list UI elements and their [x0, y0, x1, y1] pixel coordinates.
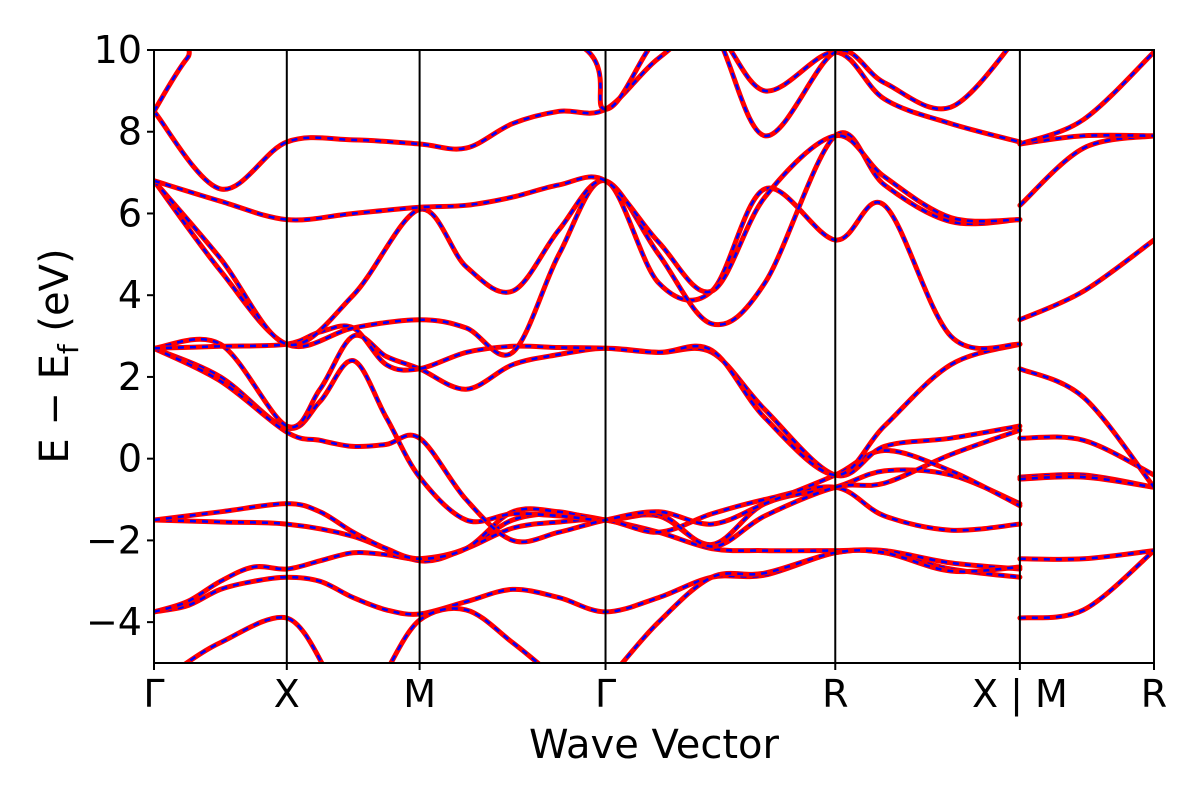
- band-line-dashed-11-0: [154, 50, 1021, 191]
- band-line-dashed-9-1: [1019, 51, 1154, 146]
- band-line-9-1: [1017, 50, 1154, 147]
- band-line-1-0: [154, 511, 1023, 615]
- x-axis-label: Wave Vector: [529, 722, 780, 768]
- y-tick-label-1: −2: [86, 518, 142, 562]
- band-line-0-0: [154, 547, 1023, 617]
- y-tick-label-2: 0: [118, 437, 142, 481]
- band-line-4-1: [1017, 474, 1154, 490]
- band-line-dashed-5-1: [1019, 367, 1154, 489]
- x-ticks: Γ X M Γ R X | M R: [143, 663, 1167, 717]
- band-line-dashed-13-0: [389, 607, 540, 663]
- band-line-dashed-8-0: [154, 179, 1021, 357]
- high-symmetry-lines: [285, 50, 1021, 663]
- band-line-6-1: [1017, 237, 1154, 323]
- band-line-dashed-6-0: [154, 333, 1021, 478]
- y-axis-label: E − Ef (eV): [32, 248, 85, 463]
- band-line-dashed-7-1: [1019, 134, 1154, 207]
- band-line-9-0: [154, 130, 1023, 348]
- y-tick-label-6: 8: [118, 110, 142, 154]
- x-tick-label-3: Γ: [595, 672, 616, 716]
- band-line-6-0: [154, 332, 1023, 479]
- x-tick-label-2: M: [403, 672, 436, 716]
- x-tick-label-5: X | M: [972, 672, 1068, 717]
- y-tick-label-0: −4: [86, 600, 142, 644]
- band-line-15-0: [619, 547, 1023, 663]
- band-line-13-0: [388, 605, 542, 663]
- y-tick-label-3: 2: [118, 355, 142, 399]
- band-line-8-0: [154, 178, 1023, 358]
- plot-frame: [153, 49, 1155, 664]
- band-line-12-0: [154, 50, 1010, 139]
- band-line-dashed-0-0: [154, 548, 1021, 616]
- band-line-dashed-4-0: [154, 347, 1021, 548]
- x-tick-label-1: X: [274, 672, 300, 716]
- x-tick-label-0: Γ: [143, 672, 164, 716]
- band-line-dashed-9-0: [154, 131, 1020, 347]
- bands-layer: [154, 50, 1154, 663]
- y-ticks: −4 −2 0 2 4 6 8 10: [86, 28, 154, 644]
- band-line-dashed-5-0: [154, 347, 1021, 544]
- band-line-dashed-4-1: [1019, 475, 1154, 489]
- band-line-1-1: [1017, 548, 1154, 562]
- band-line-dashed-15-0: [620, 549, 1020, 663]
- band-line-dashed-7-0: [154, 324, 1021, 477]
- y-tick-label-4: 4: [118, 273, 142, 317]
- x-tick-label-6: R: [1141, 672, 1167, 716]
- band-line-dashed-6-1: [1019, 238, 1154, 321]
- band-line-dashed-14-0: [184, 616, 324, 663]
- x-tick-label-4: R: [822, 672, 848, 716]
- y-tick-label-7: 10: [94, 28, 142, 72]
- band-line-dashed-1-1: [1019, 549, 1154, 561]
- band-line-dashed-1-0: [154, 512, 1021, 614]
- band-line-5-1: [1017, 366, 1154, 490]
- band-line-dashed-12-0: [154, 50, 1009, 138]
- band-line-dashed-0-1: [1019, 549, 1154, 620]
- y-tick-label-5: 6: [118, 191, 142, 235]
